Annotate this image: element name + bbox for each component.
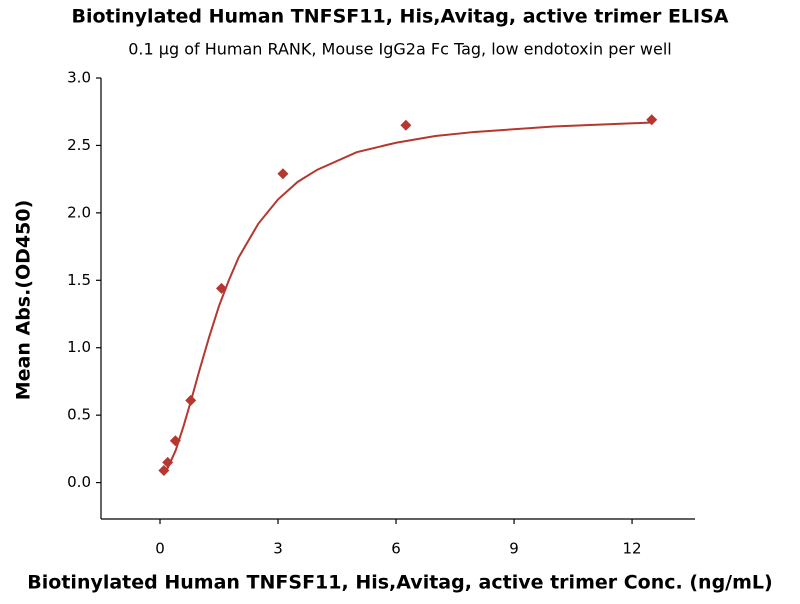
x-axis-title: Biotinylated Human TNFSF11, His,Avitag, … xyxy=(27,572,772,594)
y-tick-label: 0.5 xyxy=(67,406,91,424)
y-axis-title: Mean Abs.(OD450) xyxy=(13,200,35,401)
data-point xyxy=(185,394,197,406)
data-point xyxy=(277,168,289,180)
y-tick-label: 1.0 xyxy=(67,338,91,356)
fit-curve xyxy=(163,121,652,474)
y-tick-label: 3.0 xyxy=(67,69,91,87)
data-point xyxy=(162,456,174,468)
y-tick-label: 2.0 xyxy=(67,203,91,221)
data-point xyxy=(215,282,227,294)
x-tick-label: 0 xyxy=(155,540,165,558)
chart-subtitle: 0.1 μg of Human RANK, Mouse IgG2a Fc Tag… xyxy=(128,40,672,59)
data-point xyxy=(169,435,181,447)
x-tick-label: 12 xyxy=(623,540,642,558)
data-point xyxy=(646,114,658,126)
x-tick-label: 3 xyxy=(273,540,283,558)
y-tick-label: 2.5 xyxy=(67,136,91,154)
data-point xyxy=(400,119,412,131)
x-tick-label: 6 xyxy=(391,540,401,558)
chart-title: Biotinylated Human TNFSF11, His,Avitag, … xyxy=(72,6,729,28)
y-tick-label: 1.5 xyxy=(67,271,91,289)
data-point xyxy=(158,464,170,476)
x-tick-label: 9 xyxy=(509,540,519,558)
y-tick-label: 0.0 xyxy=(67,473,91,491)
